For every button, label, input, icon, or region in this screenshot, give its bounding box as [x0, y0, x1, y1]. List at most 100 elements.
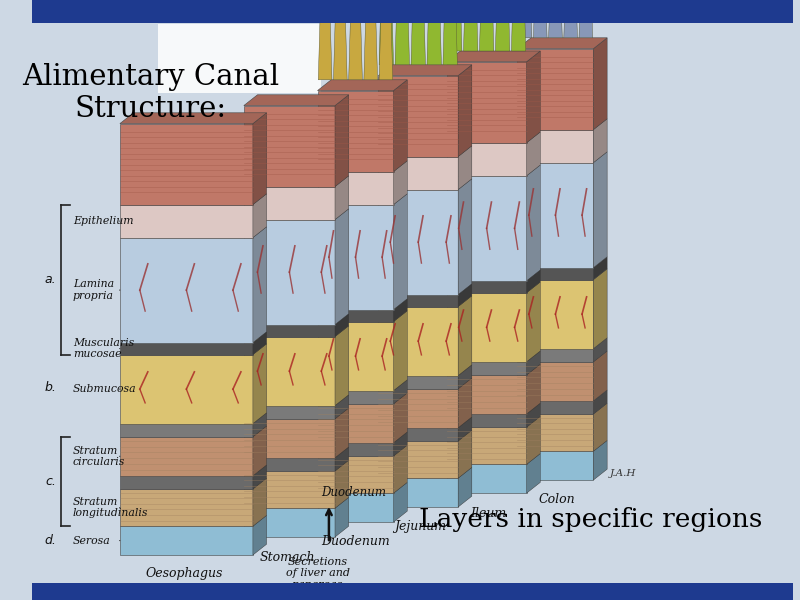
Text: Submucosa: Submucosa: [73, 384, 136, 394]
Bar: [120, 476, 253, 489]
Bar: [378, 376, 458, 389]
Text: Muscularis
mucosae: Muscularis mucosae: [73, 338, 134, 359]
Bar: [518, 130, 594, 163]
Polygon shape: [594, 440, 607, 480]
Bar: [120, 424, 253, 437]
Polygon shape: [253, 344, 266, 424]
Bar: [378, 441, 458, 478]
Polygon shape: [335, 447, 349, 471]
Bar: [318, 456, 394, 493]
Text: Jejunum: Jejunum: [394, 520, 446, 533]
Bar: [446, 176, 526, 281]
Polygon shape: [379, 8, 393, 80]
Polygon shape: [446, 51, 540, 62]
Polygon shape: [579, 0, 593, 38]
Text: Epithelium: Epithelium: [73, 216, 134, 226]
Polygon shape: [526, 282, 540, 362]
Polygon shape: [594, 338, 607, 362]
Bar: [518, 49, 594, 130]
Polygon shape: [120, 113, 266, 124]
Polygon shape: [411, 0, 426, 65]
Polygon shape: [394, 161, 407, 205]
Polygon shape: [594, 38, 607, 130]
Bar: [318, 322, 394, 391]
Polygon shape: [443, 0, 458, 65]
Polygon shape: [253, 478, 266, 526]
Polygon shape: [335, 95, 349, 187]
Bar: [378, 307, 458, 376]
Polygon shape: [379, 0, 394, 65]
Bar: [446, 293, 526, 362]
Text: J.A.H: J.A.H: [610, 469, 637, 479]
Polygon shape: [526, 132, 540, 176]
Polygon shape: [458, 65, 472, 157]
Polygon shape: [594, 119, 607, 163]
Polygon shape: [378, 65, 472, 76]
Bar: [244, 337, 335, 406]
Polygon shape: [253, 113, 266, 205]
Polygon shape: [335, 314, 349, 337]
Bar: [120, 238, 253, 343]
Polygon shape: [318, 80, 407, 91]
Text: a.: a.: [45, 273, 57, 286]
Polygon shape: [458, 365, 472, 389]
Bar: [318, 205, 394, 310]
Polygon shape: [526, 416, 540, 464]
Polygon shape: [526, 165, 540, 281]
Bar: [244, 187, 335, 220]
Bar: [244, 106, 335, 187]
Polygon shape: [253, 194, 266, 238]
Bar: [378, 157, 458, 190]
Bar: [446, 143, 526, 176]
Polygon shape: [335, 460, 349, 508]
Text: Duodenum: Duodenum: [321, 535, 390, 548]
Bar: [244, 325, 335, 337]
Polygon shape: [458, 467, 472, 507]
Polygon shape: [495, 0, 510, 51]
Bar: [120, 205, 253, 238]
Bar: [518, 268, 594, 280]
Polygon shape: [335, 209, 349, 325]
Polygon shape: [463, 0, 478, 51]
Polygon shape: [458, 146, 472, 190]
Polygon shape: [253, 465, 266, 489]
Polygon shape: [394, 299, 407, 322]
Polygon shape: [594, 390, 607, 414]
Polygon shape: [394, 482, 407, 522]
Bar: [518, 414, 594, 451]
Polygon shape: [253, 332, 266, 355]
Bar: [120, 437, 253, 476]
Polygon shape: [394, 393, 407, 443]
Polygon shape: [335, 326, 349, 406]
Bar: [244, 458, 335, 471]
Text: Stratum
longitudinalis: Stratum longitudinalis: [73, 497, 148, 518]
Polygon shape: [394, 80, 407, 172]
Polygon shape: [394, 432, 407, 456]
Polygon shape: [594, 351, 607, 401]
Text: Alimentary Canal
Structure:: Alimentary Canal Structure:: [22, 63, 279, 124]
Polygon shape: [395, 0, 410, 65]
Polygon shape: [335, 497, 349, 537]
Polygon shape: [458, 284, 472, 307]
Polygon shape: [335, 408, 349, 458]
Polygon shape: [594, 257, 607, 280]
Polygon shape: [335, 176, 349, 220]
Polygon shape: [394, 311, 407, 391]
Text: Stratum
circularis: Stratum circularis: [73, 445, 125, 467]
Polygon shape: [549, 0, 562, 38]
Polygon shape: [458, 378, 472, 428]
Text: Colon: Colon: [538, 493, 575, 506]
Polygon shape: [518, 0, 532, 38]
Text: Secretions
of liver and
pancreas: Secretions of liver and pancreas: [286, 557, 350, 590]
Bar: [244, 508, 335, 537]
Polygon shape: [594, 269, 607, 349]
Polygon shape: [526, 270, 540, 293]
Bar: [244, 471, 335, 508]
Text: d.: d.: [45, 534, 57, 547]
Polygon shape: [447, 0, 462, 51]
Polygon shape: [335, 395, 349, 419]
Bar: [33, 0, 793, 23]
Polygon shape: [318, 8, 332, 80]
Polygon shape: [334, 8, 347, 80]
Polygon shape: [458, 417, 472, 441]
